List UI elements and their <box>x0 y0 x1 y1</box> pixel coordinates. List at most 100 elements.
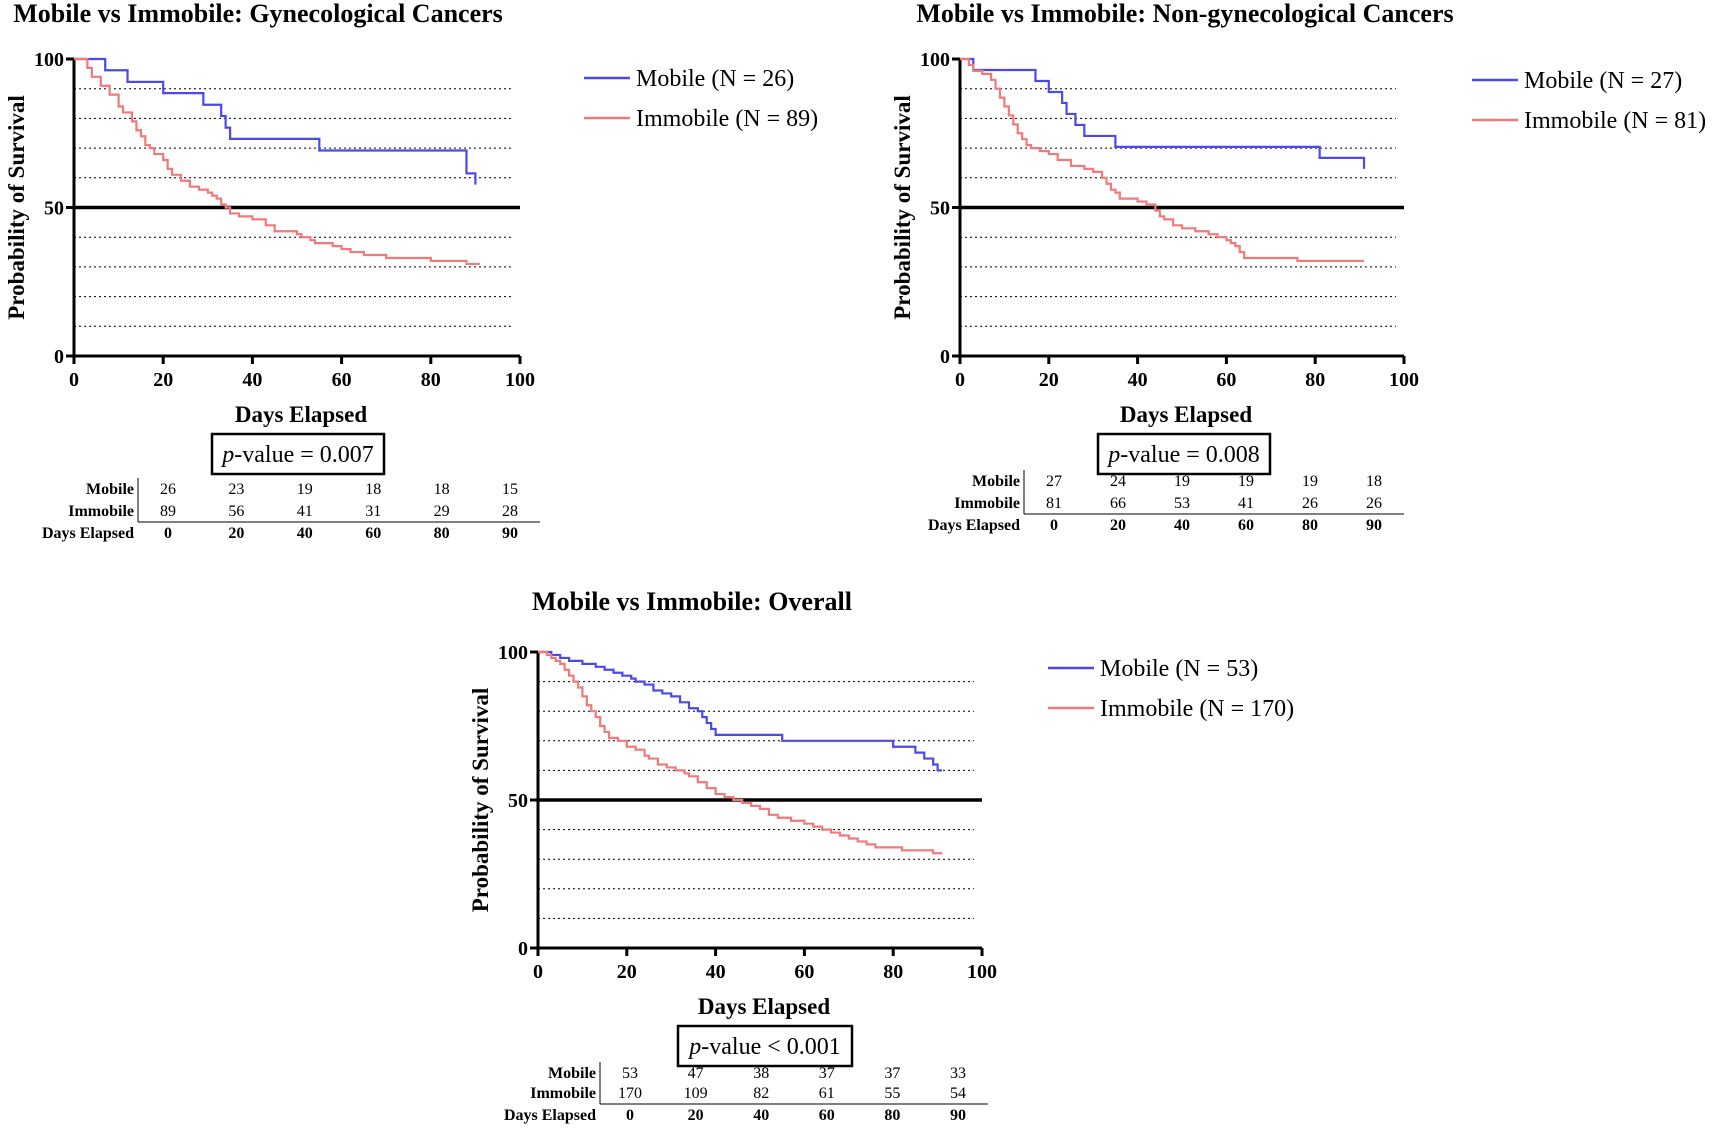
x-tick-label: 40 <box>242 369 262 391</box>
chart-title: Mobile vs Immobile: Overall <box>532 587 852 616</box>
x-axis-title: Days Elapsed <box>235 402 367 427</box>
series-immobile-line <box>74 57 480 266</box>
risk-cell: 15 <box>502 481 518 498</box>
risk-cell: 109 <box>684 1085 708 1102</box>
risk-cell: 23 <box>228 481 244 498</box>
p-symbol: p <box>687 1034 701 1060</box>
x-tick-label: 0 <box>955 369 965 391</box>
risk-cell: 24 <box>1110 473 1126 490</box>
risk-cell: 53 <box>622 1065 638 1082</box>
series-immobile-line <box>960 57 1365 263</box>
risk-cell: 19 <box>297 481 313 498</box>
x-tick-label: 0 <box>69 369 79 391</box>
legend-label: Immobile (N = 81) <box>1524 108 1706 134</box>
km-chart-non-gynecological: Mobile vs Immobile: Non-gynecological Ca… <box>890 0 1706 534</box>
risk-cell: 26 <box>1366 495 1382 512</box>
risk-x-value: 90 <box>502 525 518 542</box>
y-axis-title: Probability of Survival <box>890 95 915 320</box>
p-value: -value = 0.008 <box>1120 442 1260 468</box>
risk-x-value: 60 <box>365 525 381 542</box>
risk-x-value: 20 <box>1110 517 1126 534</box>
chart-title: Mobile vs Immobile: Non-gynecological Ca… <box>916 0 1453 28</box>
risk-cell: 82 <box>753 1085 769 1102</box>
panel-gynecological: Mobile vs Immobile: Gynecological Cancer… <box>0 0 860 560</box>
risk-cell: 47 <box>688 1065 704 1082</box>
y-tick-label: 0 <box>940 346 950 368</box>
legend-label: Mobile (N = 27) <box>1524 68 1682 94</box>
p-value: -value < 0.001 <box>701 1034 841 1060</box>
risk-x-value: 90 <box>1366 517 1382 534</box>
panel-non-gynecological: Mobile vs Immobile: Non-gynecological Ca… <box>880 0 1713 560</box>
risk-x-label: Days Elapsed <box>42 525 134 542</box>
risk-cell: 33 <box>950 1065 966 1082</box>
risk-x-value: 20 <box>228 525 244 542</box>
risk-x-value: 60 <box>819 1107 835 1124</box>
risk-cell: 37 <box>884 1065 900 1082</box>
risk-cell: 27 <box>1046 473 1062 490</box>
risk-row-label: Mobile <box>972 473 1020 490</box>
risk-cell: 55 <box>884 1085 900 1102</box>
risk-cell: 26 <box>1302 495 1318 512</box>
risk-x-value: 80 <box>434 525 450 542</box>
legend-label: Mobile (N = 53) <box>1100 656 1258 682</box>
panel-overall: Mobile vs Immobile: Overall 0 50 100 0 20 40 60… <box>460 580 1320 1131</box>
risk-x-value: 90 <box>950 1107 966 1124</box>
risk-cell: 38 <box>753 1065 769 1082</box>
legend-label: Immobile (N = 170) <box>1100 696 1294 722</box>
risk-cell: 41 <box>1238 495 1254 512</box>
x-tick-label: 40 <box>706 961 726 983</box>
x-tick-label: 20 <box>153 369 173 391</box>
risk-x-label: Days Elapsed <box>504 1107 596 1124</box>
p-value-box <box>676 1024 854 1068</box>
y-tick-label: 0 <box>518 938 528 960</box>
risk-x-value: 20 <box>688 1107 704 1124</box>
risk-x-value: 60 <box>1238 517 1254 534</box>
risk-cell: 18 <box>1366 473 1382 490</box>
y-tick-label: 50 <box>930 198 950 220</box>
y-axis-title: Probability of Survival <box>468 688 493 913</box>
p-value-box <box>210 432 386 476</box>
x-tick-label: 60 <box>794 961 814 983</box>
x-tick-label: 80 <box>1305 369 1325 391</box>
x-tick-label: 60 <box>332 369 352 391</box>
x-tick-label: 20 <box>617 961 637 983</box>
x-tick-label: 20 <box>1039 369 1059 391</box>
risk-x-value: 80 <box>884 1107 900 1124</box>
risk-x-value: 0 <box>1050 517 1058 534</box>
x-tick-label: 40 <box>1128 369 1148 391</box>
risk-x-label: Days Elapsed <box>928 517 1020 534</box>
km-chart-gynecological: Mobile vs Immobile: Gynecological Cancer… <box>4 0 818 542</box>
risk-cell: 53 <box>1174 495 1190 512</box>
risk-cell: 54 <box>950 1085 966 1102</box>
x-tick-label: 0 <box>533 961 543 983</box>
y-tick-label: 0 <box>54 346 64 368</box>
y-tick-label: 100 <box>498 642 528 664</box>
series-immobile-line <box>538 650 943 855</box>
risk-cell: 19 <box>1302 473 1318 490</box>
x-tick-label: 80 <box>883 961 903 983</box>
p-value-text: p-value = 0.008 <box>1106 442 1260 468</box>
risk-row-label: Immobile <box>530 1085 596 1102</box>
risk-cell: 26 <box>160 481 176 498</box>
risk-cell: 19 <box>1174 473 1190 490</box>
risk-row-label: Immobile <box>68 503 134 520</box>
series-mobile-line <box>538 650 943 772</box>
y-tick-label: 100 <box>34 49 64 71</box>
risk-cell: 66 <box>1110 495 1126 512</box>
chart-title: Mobile vs Immobile: Gynecological Cancer… <box>13 0 503 28</box>
risk-cell: 28 <box>502 503 518 520</box>
risk-cell: 18 <box>365 481 381 498</box>
risk-cell: 31 <box>365 503 381 520</box>
p-value-text: p-value < 0.001 <box>687 1034 841 1060</box>
risk-cell: 81 <box>1046 495 1062 512</box>
risk-x-value: 40 <box>1174 517 1190 534</box>
risk-x-value: 80 <box>1302 517 1318 534</box>
p-value: -value = 0.007 <box>234 442 374 468</box>
km-chart-overall: Mobile vs Immobile: Overall 0 50 100 0 20 40 60… <box>468 587 1294 1124</box>
x-axis-title: Days Elapsed <box>1120 402 1252 427</box>
y-tick-label: 100 <box>920 49 950 71</box>
legend-label: Immobile (N = 89) <box>636 106 818 132</box>
risk-row-label: Mobile <box>548 1065 596 1082</box>
risk-x-value: 40 <box>753 1107 769 1124</box>
